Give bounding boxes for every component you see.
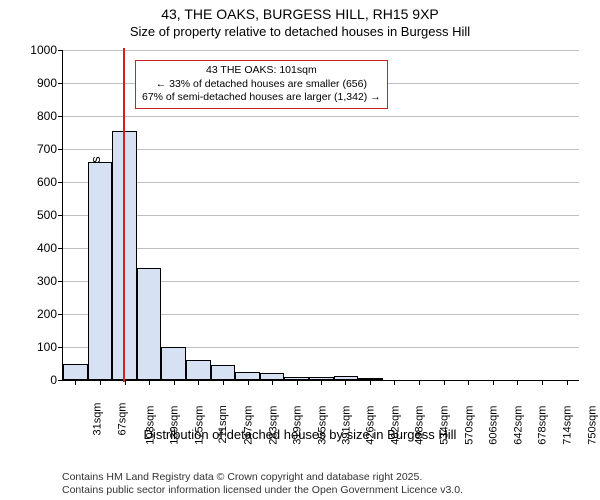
histogram-bar bbox=[186, 360, 211, 380]
y-gridline bbox=[63, 149, 579, 150]
x-tick bbox=[297, 380, 298, 385]
y-tick-label: 200 bbox=[37, 307, 63, 321]
y-gridline bbox=[63, 50, 579, 51]
histogram-bar bbox=[63, 364, 88, 381]
x-tick bbox=[517, 380, 518, 385]
y-tick-label: 100 bbox=[37, 340, 63, 354]
annotation-line-1: ← 33% of detached houses are smaller (65… bbox=[142, 78, 381, 92]
x-tick bbox=[493, 380, 494, 385]
credits-text: Contains HM Land Registry data © Crown c… bbox=[62, 471, 463, 498]
annotation-box: 43 THE OAKS: 101sqm← 33% of detached hou… bbox=[135, 60, 388, 109]
annotation-line-0: 43 THE OAKS: 101sqm bbox=[142, 64, 381, 78]
y-tick-label: 700 bbox=[37, 142, 63, 156]
histogram-bar bbox=[260, 373, 285, 380]
x-tick bbox=[542, 380, 543, 385]
x-tick bbox=[370, 380, 371, 385]
x-tick bbox=[174, 380, 175, 385]
x-tick bbox=[444, 380, 445, 385]
y-tick-label: 300 bbox=[37, 274, 63, 288]
x-tick bbox=[394, 380, 395, 385]
x-tick bbox=[321, 380, 322, 385]
y-gridline bbox=[63, 116, 579, 117]
y-gridline bbox=[63, 248, 579, 249]
plot-area: 0100200300400500600700800900100031sqm67s… bbox=[62, 50, 579, 381]
credits-line2: Contains public sector information licen… bbox=[62, 484, 463, 498]
histogram-bar bbox=[161, 347, 186, 380]
histogram-bar bbox=[88, 162, 113, 380]
x-tick bbox=[272, 380, 273, 385]
x-tick bbox=[248, 380, 249, 385]
x-tick bbox=[345, 380, 346, 385]
chart-title-block: 43, THE OAKS, BURGESS HILL, RH15 9XP Siz… bbox=[0, 0, 600, 40]
x-tick bbox=[75, 380, 76, 385]
x-axis-label: Distribution of detached houses by size … bbox=[0, 427, 600, 442]
y-gridline bbox=[63, 182, 579, 183]
y-tick-label: 1000 bbox=[30, 43, 63, 57]
x-tick bbox=[223, 380, 224, 385]
x-tick bbox=[149, 380, 150, 385]
annotation-line-2: 67% of semi-detached houses are larger (… bbox=[142, 91, 381, 105]
x-tick bbox=[198, 380, 199, 385]
chart-title-line2: Size of property relative to detached ho… bbox=[0, 24, 600, 40]
y-tick-label: 400 bbox=[37, 241, 63, 255]
x-tick bbox=[100, 380, 101, 385]
credits-line1: Contains HM Land Registry data © Crown c… bbox=[62, 471, 463, 485]
chart-area: Number of detached properties 0100200300… bbox=[0, 46, 600, 446]
y-gridline bbox=[63, 215, 579, 216]
chart-title-line1: 43, THE OAKS, BURGESS HILL, RH15 9XP bbox=[0, 6, 600, 24]
x-tick bbox=[419, 380, 420, 385]
histogram-bar bbox=[211, 365, 236, 380]
y-tick-label: 0 bbox=[50, 373, 63, 387]
x-tick bbox=[567, 380, 568, 385]
histogram-bar bbox=[137, 268, 162, 380]
y-tick-label: 800 bbox=[37, 109, 63, 123]
y-tick-label: 900 bbox=[37, 76, 63, 90]
y-tick-label: 500 bbox=[37, 208, 63, 222]
reference-line bbox=[123, 48, 125, 382]
y-tick-label: 600 bbox=[37, 175, 63, 189]
histogram-bar bbox=[235, 372, 260, 380]
x-tick bbox=[468, 380, 469, 385]
